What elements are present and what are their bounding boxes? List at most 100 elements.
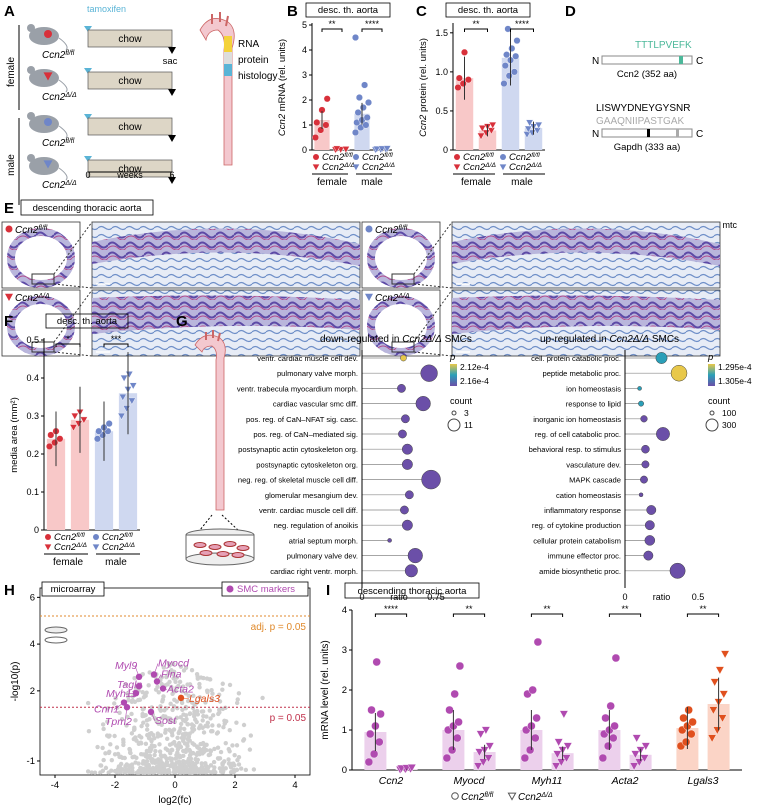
background-point [89,770,94,775]
background-point [178,721,184,727]
go-term-label: glomerular mesangium dev. [265,491,358,500]
background-point [180,707,185,713]
background-point [208,748,214,754]
background-point [129,731,135,736]
background-point [100,745,105,751]
y-tick-label: 1 [302,120,307,130]
enrichment-dot [415,396,431,412]
sig-label: ** [328,19,336,29]
data-point [639,754,650,763]
title-box [41,581,105,597]
data-point [523,131,531,139]
panel-letter-i: I [326,582,330,599]
genotype-marker-circle [365,225,373,233]
sig-bracket [608,613,642,617]
sig-label: ** [543,604,551,614]
background-point [130,754,135,760]
background-point [132,725,137,730]
x-tick-label: -2 [111,780,119,791]
background-point [215,745,221,750]
count-legend-label: 300 [722,420,736,430]
enrichment-dot [641,444,650,454]
data-point [485,742,495,751]
x-tick-label: -4 [51,780,59,791]
legend-label: Ccn2fl/fl [509,152,540,164]
histology-overview [361,221,441,289]
data-point [554,738,564,747]
x-axis-label: ratio [390,592,408,602]
gene-label: Myl9 [115,660,137,672]
background-point [158,733,164,738]
gene-label: Sost [155,715,177,727]
legend-marker [312,164,320,171]
background-point [192,712,197,717]
legend-label: Ccn2fl/fl [54,532,85,544]
panel-b: B desc. th. aorta 0 1 2 3 4 5 Ccn2 mRNA (rel. … [277,2,395,188]
panel-i-title: descending thoracic aorta [358,586,468,597]
background-point [181,753,186,759]
background-point [216,723,222,728]
data-point [56,435,64,443]
data-point [534,121,543,130]
background-point [232,752,237,758]
go-term-label: cardiac right ventr. morph. [270,567,358,576]
background-point [136,697,141,703]
panel-i: I descending thoracic aorta 0 1 2 3 4 mRNA le… [320,582,742,803]
background-point [235,757,240,763]
data-point [606,701,615,711]
genotype-marker-triangle [365,293,373,301]
y-axis-label: -log10(p) [10,661,21,701]
data-point [317,126,325,134]
data-point [687,729,696,739]
data-point [487,127,496,135]
y-tick-label: 2 [302,95,307,105]
volcano-chart: adj. p = 0.05 p = 0.05 microarray SMC marke… [10,581,311,806]
background-point [157,742,162,747]
go-term-label: response to lipid [566,400,621,409]
background-point [138,765,143,771]
histology-overview [361,289,441,357]
background-point [173,679,178,685]
enrichment-dot [407,548,423,564]
background-point [112,733,117,739]
aorta-smc-icon [185,330,255,566]
y-tick-label: 4 [30,639,35,650]
enrichment-dot [638,492,644,498]
background-point [86,728,92,734]
background-point [241,722,247,728]
label-leader [113,702,125,710]
background-point [164,756,169,762]
background-point [203,723,208,729]
adj-p-label: adj. p = 0.05 [251,622,307,633]
panel-f: F desc. th. aorta 0 0.1 0.2 0.3 0.4 0.5 media … [4,313,140,568]
genotype-marker-triangle [43,160,53,169]
legend-label: Ccn2Δ/Δ [102,542,135,554]
mouse-tail [58,79,68,93]
mouse-icon [27,24,68,51]
p-legend-label: 2.12e-4 [460,362,489,372]
background-point [195,712,201,717]
data-point [129,382,138,390]
data-point [708,706,718,715]
background-point [117,765,123,770]
y-tick-label: 4 [342,605,347,616]
panel-c: C desc. th. aorta 0 0.5 1.0 1.5 Ccn2 protein… [416,2,545,188]
ccn2-c-term: C [696,56,703,67]
zoom-box [31,341,55,353]
gapdh-peptide-mark-1 [647,129,650,137]
y-tick-label: 3 [302,70,307,80]
background-point [171,727,177,732]
background-point [124,723,129,728]
background-point [106,770,111,775]
background-point [234,720,239,725]
label-leader [150,711,156,722]
go-term-label: cellular protein catabolism [533,536,621,545]
genotype-label: Ccn2fl/fl [375,225,408,237]
background-point [207,708,212,713]
p-label: p = 0.05 [270,713,307,724]
background-point [205,689,210,695]
data-point [533,637,543,647]
background-point [190,770,195,775]
sig-bracket [464,28,488,32]
enrichment-dot [401,443,413,455]
